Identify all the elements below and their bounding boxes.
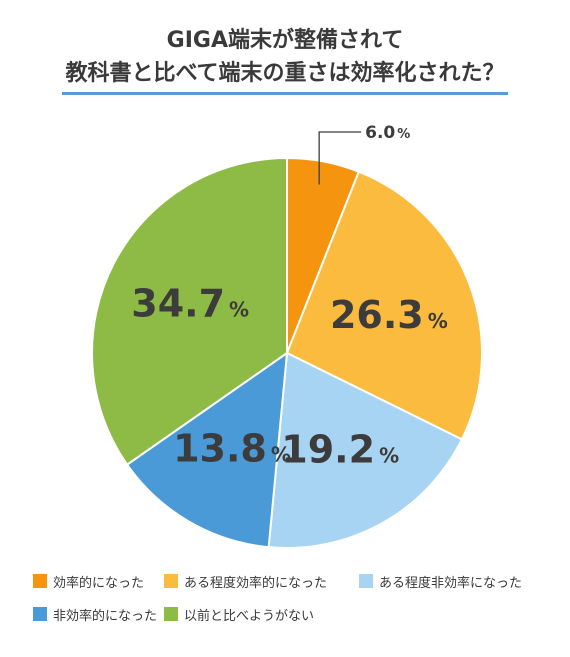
pie-slice-3 [125, 350, 289, 549]
data-label-3: 13.8% [173, 426, 291, 470]
legend-item-4: 以前と比べようがない [164, 605, 314, 624]
pie-slice-4 [91, 156, 288, 467]
legend-swatch-3 [33, 607, 47, 621]
legend-label-3: 非効率的になった [53, 608, 158, 624]
data-label-4: 34.7% [131, 282, 249, 326]
legend-swatch-2 [359, 574, 373, 588]
legend-label-1: ある程度効率的になった [184, 575, 328, 591]
legend-row-1: 効率的になった ある程度効率的になった ある程度非効率になった [33, 571, 553, 591]
pie-slice-1 [285, 170, 483, 441]
legend-row-2: 非効率的になった 以前と比べようがない [33, 604, 553, 624]
legend-item-3: 非効率的になった [33, 605, 164, 624]
chart-title: GIGA端末が整備されて 教科書と比べて端末の重さは効率化された？ [0, 24, 570, 90]
legend-item-0: 効率的になった [33, 572, 164, 591]
legend-label-4: 以前と比べようがない [184, 608, 315, 624]
data-label-1: 26.3% [330, 293, 448, 337]
chart-title-line-2: 教科書と比べて端末の重さは効率化された？ [65, 61, 505, 86]
legend-label-0: 効率的になった [53, 575, 145, 591]
legend-swatch-4 [164, 607, 178, 621]
legend-item-1: ある程度効率的になった [164, 572, 359, 591]
title-underline [62, 92, 508, 95]
chart-title-line-1: GIGA端末が整備されて [166, 28, 404, 53]
legend-label-2: ある程度非効率になった [379, 575, 523, 591]
legend-swatch-1 [164, 574, 178, 588]
pie-slice-2 [267, 351, 464, 549]
callout-line-0 [318, 131, 362, 185]
legend-item-2: ある程度非効率になった [359, 572, 522, 591]
legend: 効率的になった ある程度効率的になった ある程度非効率になった 非効率的になった… [33, 571, 553, 637]
legend-swatch-0 [33, 574, 47, 588]
pie-chart: 6.0 % 26.3 % 19.2 %13.8 % 34.7% [91, 123, 483, 549]
data-label-2: 19.2% [281, 427, 399, 471]
data-label-0: 6.0% [365, 123, 410, 143]
